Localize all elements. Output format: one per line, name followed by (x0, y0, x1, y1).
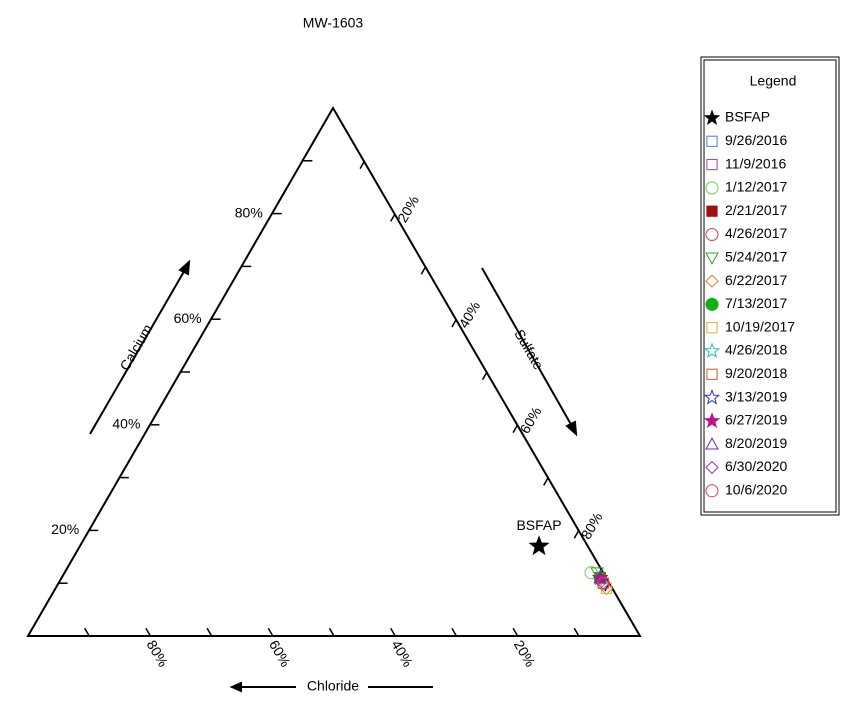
arrow-line (481, 267, 574, 429)
legend-marker (705, 252, 719, 265)
legend-label: 11/9/2016 (725, 155, 786, 171)
triangle-frame (26, 106, 642, 637)
legend-label: BSFAP (725, 109, 770, 125)
legend-label: 8/20/2019 (725, 435, 787, 451)
tick-mark (359, 160, 366, 169)
legend-marker (705, 297, 719, 311)
legend-label: 6/22/2017 (725, 272, 787, 288)
legend-label: 9/20/2018 (725, 365, 787, 381)
sulfate-axis-label: Sulfate (511, 326, 547, 372)
tick-label: 20% (394, 193, 422, 225)
legend-label: 9/26/2016 (725, 132, 787, 148)
tick-mark (390, 627, 396, 637)
tick-label: 40% (455, 298, 483, 330)
data-point (528, 535, 550, 556)
tick-mark (420, 266, 427, 275)
tick-label: 60% (266, 637, 294, 669)
tick-label: 40% (388, 637, 416, 669)
tick-mark (481, 371, 488, 381)
legend-label: 6/30/2020 (725, 458, 787, 474)
tick-label: 40% (112, 416, 140, 432)
tick-label: 60% (517, 404, 545, 436)
legend-label: 2/21/2017 (725, 202, 787, 218)
legend-label: 10/19/2017 (725, 318, 795, 334)
chart-title: MW-1603 (303, 15, 364, 31)
arrow-line (89, 267, 187, 435)
legend-marker (703, 388, 721, 405)
legend-marker (706, 368, 718, 380)
tick-label: 20% (511, 637, 539, 669)
legend-frame-inner (703, 59, 837, 513)
data-point (596, 576, 610, 590)
legend-marker (706, 322, 718, 334)
tick-label: 60% (174, 310, 202, 326)
tick-mark (328, 627, 335, 637)
data-point (599, 581, 614, 596)
legend-label: 6/27/2019 (725, 412, 787, 428)
tick-mark (84, 627, 90, 637)
legend-frame (700, 56, 840, 516)
legend-marker (705, 484, 719, 498)
tick-mark (573, 627, 580, 637)
tick-mark (145, 627, 152, 637)
tick-mark (512, 424, 519, 433)
legend-label: 10/6/2020 (725, 482, 787, 498)
legend-marker (706, 135, 718, 147)
legend-marker (703, 109, 721, 125)
legend-label: 4/26/2018 (725, 342, 787, 358)
tick-mark (206, 627, 213, 637)
calcium-axis-label: Calcium (116, 321, 155, 373)
tick-mark (267, 627, 274, 637)
tick-mark (512, 627, 519, 637)
tick-mark (390, 213, 396, 222)
legend-marker (705, 181, 719, 195)
legend-label: 5/24/2017 (725, 249, 787, 265)
tick-mark (543, 477, 549, 486)
axis-arrows (89, 259, 578, 693)
tick-label: 80% (144, 637, 172, 669)
legend-label: 3/13/2019 (725, 388, 787, 404)
arrow-head (229, 681, 242, 693)
arrow-head (565, 420, 578, 437)
legend-marker (703, 342, 721, 358)
legend-marker (705, 437, 719, 450)
tick-mark (573, 530, 580, 539)
legend-marker (705, 274, 719, 288)
tick-mark (451, 627, 458, 637)
arrow-head (178, 259, 191, 276)
tick-mark (451, 318, 458, 328)
legend-marker (706, 159, 718, 171)
legend-title: Legend (750, 73, 797, 89)
tick-label: 80% (578, 510, 606, 542)
point-label: BSFAP (516, 517, 561, 533)
tick-label: 20% (51, 521, 79, 537)
chloride-axis-label: Chloride (307, 678, 359, 694)
legend-label: 1/12/2017 (725, 179, 787, 195)
legend-marker (706, 205, 718, 217)
legend-marker (705, 228, 719, 241)
legend-marker (705, 460, 719, 475)
legend-label: 7/13/2017 (725, 295, 787, 311)
legend-label: 4/26/2017 (725, 225, 787, 241)
legend-marker (703, 412, 721, 428)
tick-label: 80% (235, 204, 263, 220)
